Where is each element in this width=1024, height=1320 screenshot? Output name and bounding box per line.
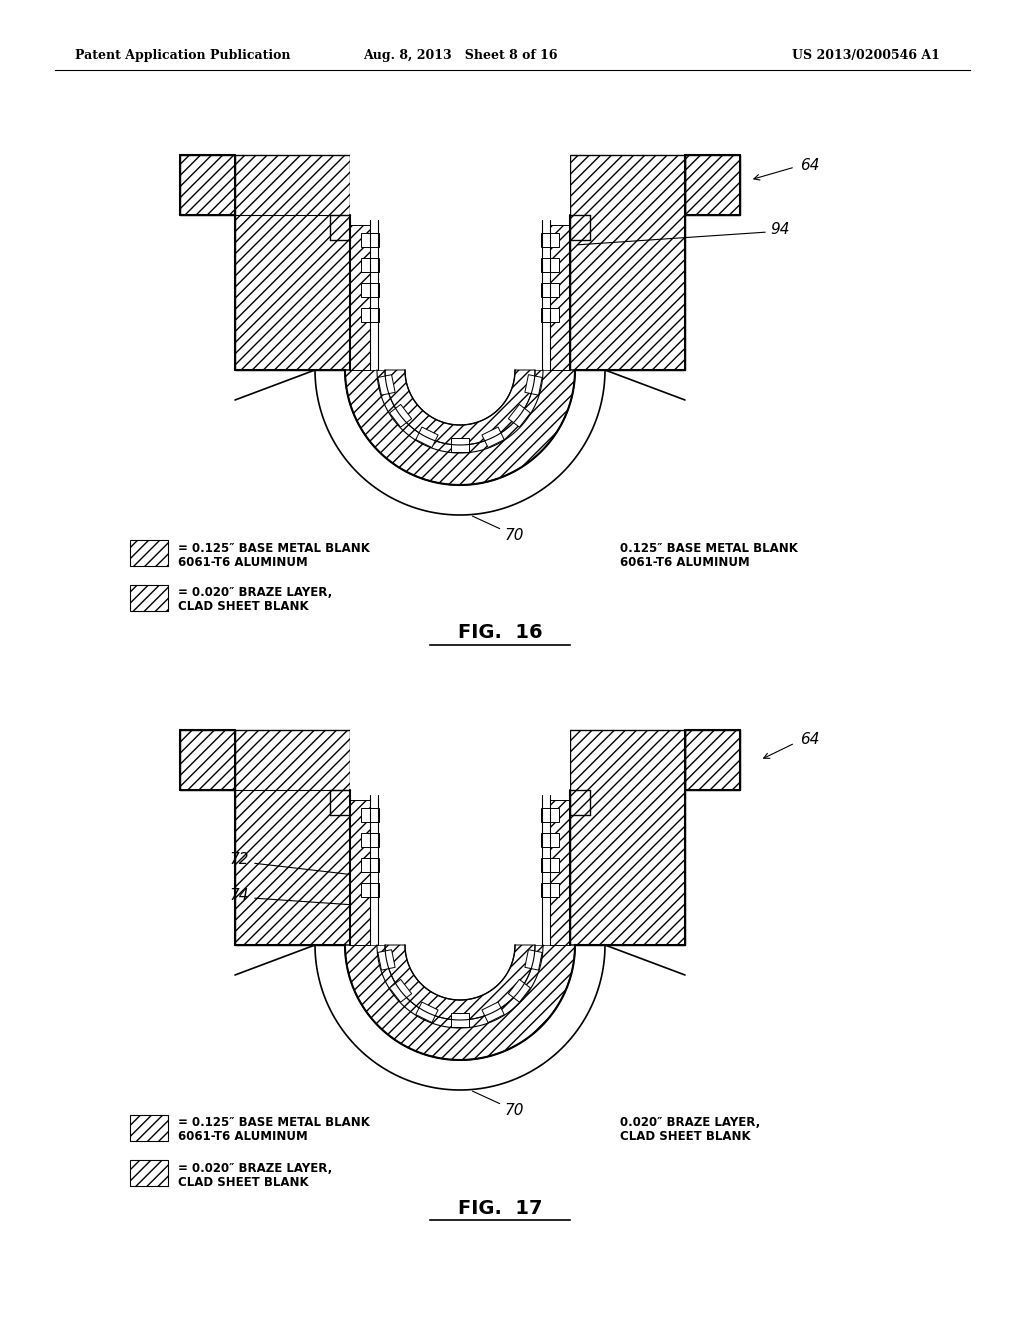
- Text: 74: 74: [230, 887, 250, 903]
- Bar: [451, 438, 469, 451]
- Bar: [508, 979, 530, 1002]
- Text: FIG.  17: FIG. 17: [458, 1199, 543, 1217]
- Text: 70: 70: [472, 516, 524, 543]
- Bar: [130, 585, 168, 611]
- Text: 94: 94: [488, 903, 508, 917]
- Polygon shape: [406, 945, 515, 1001]
- Bar: [541, 308, 559, 322]
- Bar: [361, 858, 379, 873]
- Text: 64: 64: [800, 733, 819, 747]
- Text: = 0.125″ BASE METAL BLANK: = 0.125″ BASE METAL BLANK: [178, 541, 370, 554]
- Bar: [130, 540, 168, 566]
- Text: = 0.020″ BRAZE LAYER,: = 0.020″ BRAZE LAYER,: [178, 586, 332, 599]
- Text: 6061-T6 ALUMINUM: 6061-T6 ALUMINUM: [178, 1130, 308, 1143]
- Text: 92: 92: [475, 333, 495, 347]
- Text: 90: 90: [370, 903, 389, 917]
- Text: 70: 70: [472, 1092, 524, 1118]
- Bar: [541, 883, 559, 898]
- Text: 94: 94: [770, 223, 790, 238]
- Bar: [541, 833, 559, 847]
- Polygon shape: [180, 154, 234, 215]
- Bar: [361, 308, 379, 322]
- Bar: [378, 949, 395, 970]
- Bar: [541, 257, 559, 272]
- Text: = 0.020″ BRAZE LAYER,: = 0.020″ BRAZE LAYER,: [178, 1162, 332, 1175]
- Polygon shape: [345, 370, 575, 484]
- Polygon shape: [385, 945, 535, 1020]
- Polygon shape: [385, 370, 535, 445]
- Bar: [482, 1002, 504, 1023]
- Bar: [130, 1115, 168, 1140]
- Text: 68: 68: [449, 903, 468, 917]
- Bar: [361, 282, 379, 297]
- Text: 72: 72: [230, 853, 250, 867]
- Text: CLAD SHEET BLANK: CLAD SHEET BLANK: [620, 1130, 751, 1143]
- Text: 0.020″ BRAZE LAYER,: 0.020″ BRAZE LAYER,: [620, 1117, 760, 1130]
- Polygon shape: [685, 730, 740, 789]
- Bar: [541, 282, 559, 297]
- Polygon shape: [406, 370, 515, 425]
- Polygon shape: [234, 730, 350, 945]
- Polygon shape: [345, 945, 575, 1060]
- Polygon shape: [570, 154, 685, 370]
- Text: 88: 88: [410, 903, 429, 917]
- Text: 6061-T6 ALUMINUM: 6061-T6 ALUMINUM: [178, 556, 308, 569]
- Polygon shape: [685, 154, 740, 215]
- Bar: [525, 375, 542, 395]
- Bar: [416, 1002, 438, 1023]
- Polygon shape: [350, 154, 570, 370]
- Text: FIG.  16: FIG. 16: [458, 623, 543, 643]
- Polygon shape: [350, 800, 370, 945]
- Polygon shape: [550, 224, 570, 370]
- Bar: [525, 949, 542, 970]
- Bar: [416, 428, 438, 447]
- Bar: [482, 428, 504, 447]
- Text: US 2013/0200546 A1: US 2013/0200546 A1: [793, 49, 940, 62]
- Polygon shape: [180, 730, 234, 789]
- Bar: [361, 883, 379, 898]
- Bar: [361, 234, 379, 247]
- Bar: [508, 404, 530, 428]
- Bar: [361, 833, 379, 847]
- Text: 88: 88: [440, 333, 460, 347]
- Polygon shape: [350, 730, 570, 945]
- Text: Patent Application Publication: Patent Application Publication: [75, 49, 291, 62]
- Text: 72: 72: [370, 333, 389, 347]
- Text: CLAD SHEET BLANK: CLAD SHEET BLANK: [178, 1176, 308, 1188]
- Bar: [130, 1160, 168, 1185]
- Bar: [378, 375, 395, 395]
- Text: Aug. 8, 2013   Sheet 8 of 16: Aug. 8, 2013 Sheet 8 of 16: [362, 49, 557, 62]
- Bar: [541, 808, 559, 822]
- Text: 64: 64: [800, 157, 819, 173]
- Text: 0.125″ BASE METAL BLANK: 0.125″ BASE METAL BLANK: [620, 541, 798, 554]
- Text: 74: 74: [400, 333, 420, 347]
- Bar: [361, 257, 379, 272]
- Bar: [389, 979, 412, 1002]
- Bar: [541, 858, 559, 873]
- Text: 6061-T6 ALUMINUM: 6061-T6 ALUMINUM: [620, 556, 750, 569]
- Polygon shape: [570, 730, 685, 945]
- Text: CLAD SHEET BLANK: CLAD SHEET BLANK: [178, 601, 308, 614]
- Polygon shape: [234, 154, 350, 370]
- Polygon shape: [550, 800, 570, 945]
- Bar: [451, 1012, 469, 1027]
- Bar: [541, 234, 559, 247]
- Text: = 0.125″ BASE METAL BLANK: = 0.125″ BASE METAL BLANK: [178, 1117, 370, 1130]
- Bar: [361, 808, 379, 822]
- Bar: [389, 404, 412, 428]
- Polygon shape: [350, 224, 370, 370]
